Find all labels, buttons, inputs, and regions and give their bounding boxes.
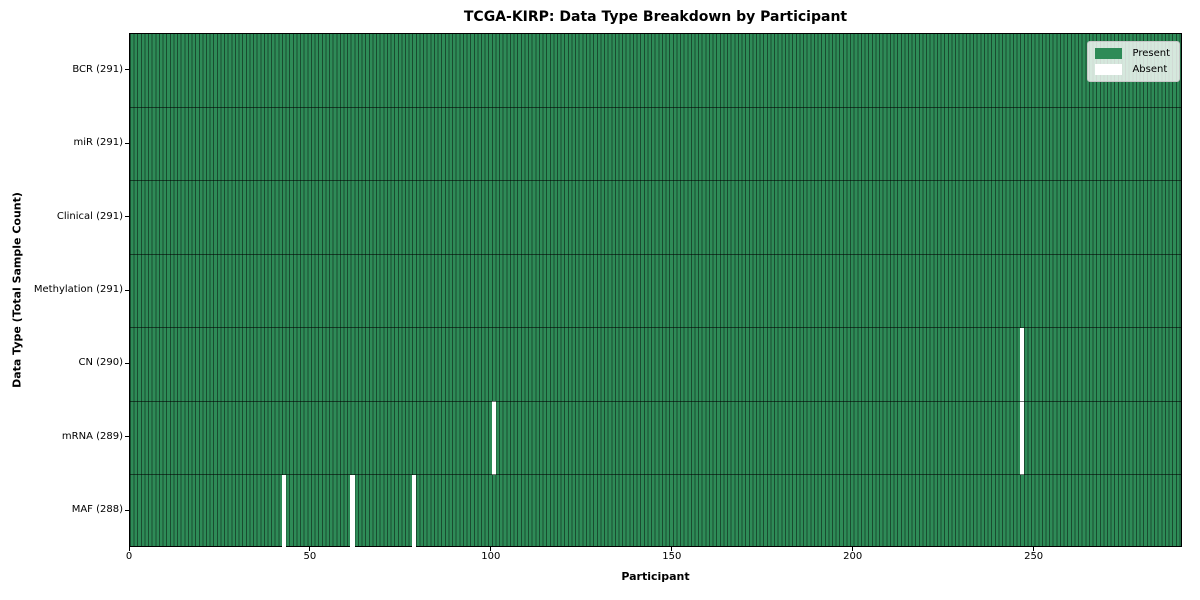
- x-tick-label-200: 200: [843, 551, 863, 562]
- y-tick-label-CN: CN (290): [78, 357, 123, 369]
- x-axis-label: Participant: [621, 570, 690, 583]
- y-tick-label-BCR: BCR (291): [72, 63, 123, 75]
- legend: Present Absent: [1087, 41, 1180, 82]
- x-tick-label-150: 150: [662, 551, 682, 562]
- y-tick-label-miR: miR (291): [73, 137, 123, 149]
- absent-cell-MAF-61: [350, 474, 355, 548]
- y-tick-mark: [125, 69, 129, 71]
- legend-item-present: Present: [1095, 48, 1170, 59]
- x-tick-label-0: 0: [125, 551, 133, 562]
- plot-area: [129, 33, 1182, 548]
- y-tick-label-mRNA: mRNA (289): [61, 430, 123, 442]
- present-swatch-icon: [1095, 48, 1123, 59]
- row-divider: [130, 253, 1181, 255]
- y-tick-mark: [125, 509, 129, 511]
- y-tick-label-Methylation: Methylation (291): [33, 284, 123, 295]
- absent-cell-mRNA-100: [491, 401, 496, 475]
- row-divider: [130, 400, 1181, 402]
- y-tick-mark: [125, 436, 129, 438]
- y-tick-label-MAF: MAF (288): [71, 504, 123, 516]
- x-tick-label-100: 100: [481, 551, 501, 562]
- row-divider: [130, 106, 1181, 108]
- legend-label-absent: Absent: [1132, 64, 1168, 75]
- x-tick-mark: [1033, 547, 1035, 551]
- x-tick-label-250: 250: [1024, 551, 1044, 562]
- y-tick-label-Clinical: Clinical (291): [56, 210, 123, 222]
- y-tick-mark: [125, 289, 129, 291]
- row-divider: [130, 327, 1181, 329]
- x-tick-mark: [128, 547, 130, 551]
- absent-cell-MAF-78: [411, 474, 417, 548]
- chart-title: TCGA-KIRP: Data Type Breakdown by Partic…: [463, 9, 848, 25]
- row-divider: [130, 474, 1181, 476]
- x-tick-mark: [490, 547, 492, 551]
- x-tick-mark: [852, 547, 854, 551]
- y-tick-mark: [125, 362, 129, 364]
- row-divider: [130, 180, 1181, 182]
- legend-item-absent: Absent: [1095, 64, 1170, 75]
- x-tick-label-50: 50: [303, 551, 317, 562]
- absent-swatch-icon: [1095, 64, 1123, 75]
- x-tick-mark: [671, 547, 673, 551]
- legend-label-present: Present: [1132, 48, 1170, 59]
- absent-cell-MAF-42: [281, 474, 286, 548]
- y-tick-mark: [125, 216, 129, 218]
- y-tick-mark: [125, 142, 129, 144]
- absent-cell-mRNA-246: [1019, 401, 1025, 475]
- x-tick-mark: [309, 547, 311, 551]
- absent-cell-CN-246: [1019, 327, 1025, 402]
- heatmap-cells: [130, 34, 1181, 546]
